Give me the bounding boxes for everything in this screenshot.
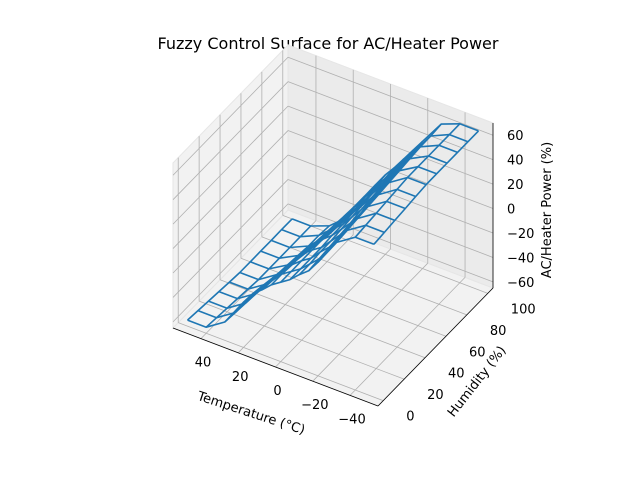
left-grid-z: [172, 81, 289, 200]
z-tick-label: 20: [507, 178, 524, 193]
x-tick-label: −40: [338, 412, 365, 427]
y-tick-label: 40: [448, 367, 465, 382]
y-tick-label: 20: [427, 388, 444, 403]
floor-grid-x: [275, 248, 391, 368]
left-grid-z: [172, 56, 289, 176]
x-tick-label: −20: [301, 398, 328, 413]
floor-grid-y: [240, 257, 447, 337]
floor-grid-y: [178, 322, 384, 402]
back-grid-z: [287, 81, 494, 161]
x-tick-label: 40: [195, 356, 212, 371]
wire-line-constant-temperature: [289, 166, 396, 281]
wire-line-constant-temperature: [354, 123, 461, 238]
floor-grid-y: [261, 236, 468, 316]
left-grid-z: [172, 105, 289, 225]
back-grid-z: [287, 105, 494, 185]
z-axis-label: AC/Heater Power (%): [540, 142, 555, 278]
floor-grid-x: [237, 234, 354, 354]
floor-grid-x: [312, 262, 429, 382]
wire-line-constant-temperature: [280, 174, 386, 283]
y-tick-label: 60: [469, 345, 486, 360]
axes-grid: [172, 50, 494, 402]
axes-lines: [172, 123, 494, 407]
wire-line-constant-temperature: [308, 149, 414, 272]
wire-line-constant-temperature: [205, 225, 312, 328]
wire-line-constant-temperature: [298, 158, 405, 276]
wire-line-constant-temperature: [335, 123, 442, 243]
y-tick-label: 0: [406, 410, 414, 425]
wire-line-constant-temperature: [317, 140, 424, 263]
chart-title: Fuzzy Control Surface for AC/Heater Powe…: [158, 34, 499, 53]
left-grid-z: [172, 154, 289, 274]
y-tick-label: 80: [490, 324, 507, 339]
x-axis-label: Temperature (°C): [194, 389, 306, 438]
left-grid-z: [172, 130, 289, 249]
wire-line-constant-temperature: [373, 130, 480, 245]
x-tick-label: 20: [232, 370, 249, 385]
y-axis-line: [377, 287, 494, 407]
floor-grid-x: [349, 277, 466, 396]
z-tick-label: 0: [507, 203, 515, 218]
x-axis-line: [172, 327, 379, 407]
left-grid-z: [172, 179, 289, 298]
z-tick-label: −40: [507, 251, 534, 266]
x-tick-label: 0: [273, 384, 281, 399]
back-grid-z: [287, 130, 494, 209]
surface-wireframe: [186, 123, 480, 329]
back-grid-z: [287, 154, 494, 234]
y-tick-label: 100: [511, 302, 536, 317]
left-grid-z: [172, 203, 289, 323]
back-grid-z: [287, 56, 494, 136]
back-grid-z: [287, 203, 494, 283]
wire-line-constant-temperature: [186, 218, 293, 321]
z-tick-label: −60: [507, 276, 534, 291]
z-tick-label: −20: [507, 227, 534, 242]
z-tick-label: 60: [507, 129, 524, 144]
floor-grid-y: [282, 214, 488, 294]
tick-labels: −40 −20 0 20 40 0 20 40 60 80 100 −60 −40 −20 0 20 40 60: [195, 129, 536, 427]
z-tick-label: 40: [507, 154, 524, 169]
